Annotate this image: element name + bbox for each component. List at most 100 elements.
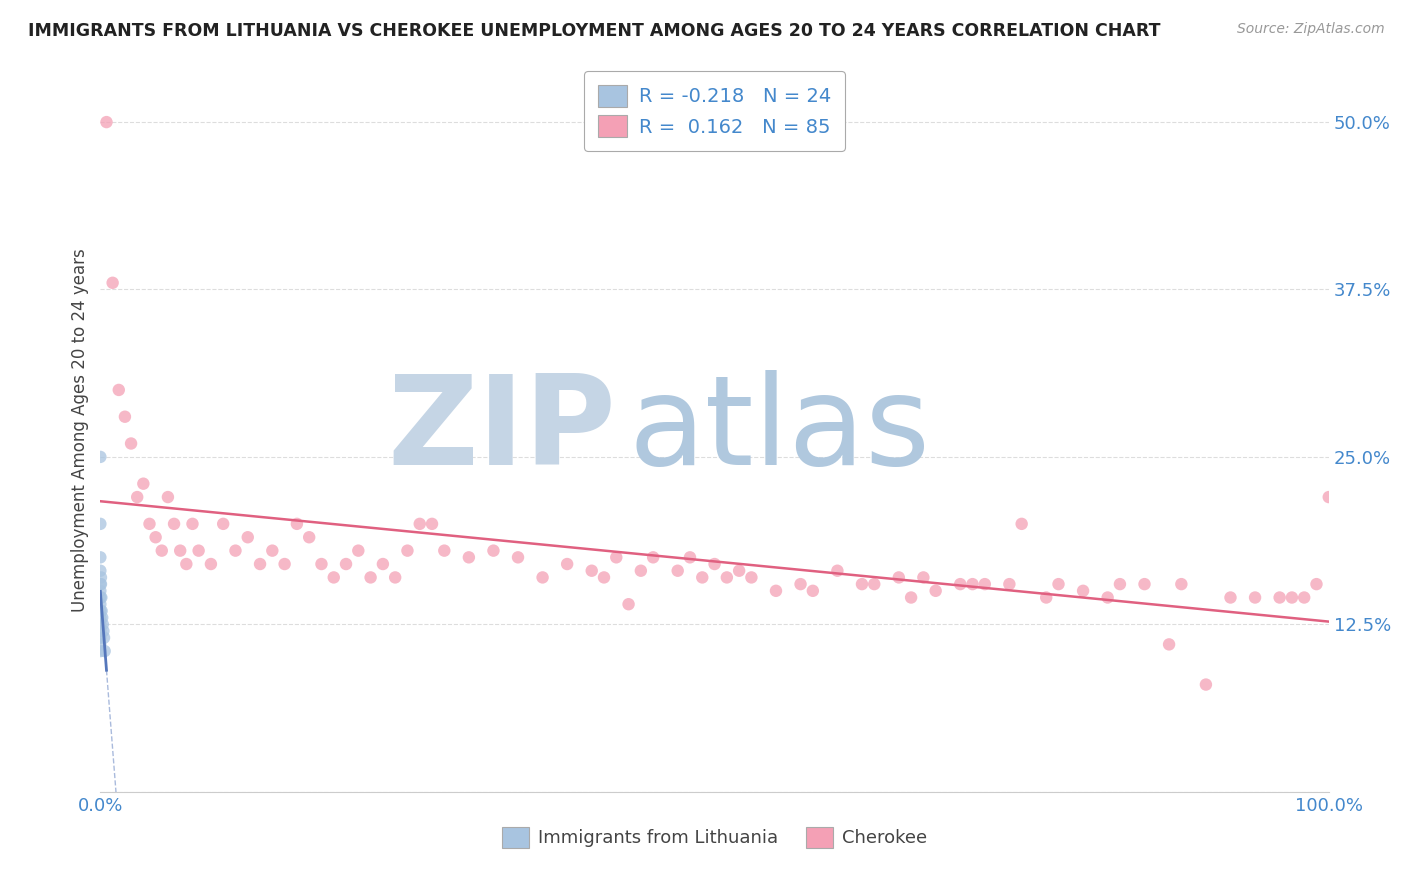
Point	[1244, 591, 1267, 605]
Y-axis label: Unemployment Among Ages 20 to 24 years: Unemployment Among Ages 20 to 24 years	[72, 248, 89, 612]
Point	[138, 516, 160, 531]
Point	[187, 543, 209, 558]
Point	[728, 564, 751, 578]
Point	[169, 543, 191, 558]
Point	[360, 570, 382, 584]
Text: Source: ZipAtlas.com: Source: ZipAtlas.com	[1237, 22, 1385, 37]
Point	[617, 597, 640, 611]
Point	[262, 543, 284, 558]
Point	[89, 450, 111, 464]
Point	[384, 570, 406, 584]
Point	[998, 577, 1021, 591]
Point	[900, 591, 922, 605]
Point	[827, 564, 849, 578]
Point	[322, 570, 344, 584]
Point	[347, 543, 370, 558]
Point	[200, 557, 222, 571]
Point	[120, 436, 142, 450]
Point	[91, 610, 114, 624]
Point	[212, 516, 235, 531]
Legend: Immigrants from Lithuania, Cherokee: Immigrants from Lithuania, Cherokee	[495, 820, 934, 855]
Point	[107, 383, 129, 397]
Point	[156, 490, 179, 504]
Point	[90, 570, 112, 584]
Point	[1268, 591, 1291, 605]
Point	[433, 543, 456, 558]
Point	[1219, 591, 1241, 605]
Point	[90, 591, 112, 605]
Point	[1170, 577, 1192, 591]
Point	[224, 543, 246, 558]
Point	[91, 617, 114, 632]
Point	[1317, 490, 1340, 504]
Point	[703, 557, 725, 571]
Point	[1109, 577, 1132, 591]
Point	[420, 516, 443, 531]
Point	[716, 570, 738, 584]
Text: ZIP: ZIP	[388, 369, 616, 491]
Point	[1011, 516, 1033, 531]
Point	[605, 550, 627, 565]
Point	[145, 530, 167, 544]
Point	[89, 516, 111, 531]
Point	[887, 570, 910, 584]
Point	[89, 591, 111, 605]
Point	[89, 577, 111, 591]
Point	[789, 577, 811, 591]
Point	[89, 610, 111, 624]
Point	[1097, 591, 1119, 605]
Point	[89, 644, 111, 658]
Point	[1035, 591, 1057, 605]
Point	[506, 550, 529, 565]
Point	[89, 564, 111, 578]
Point	[273, 557, 295, 571]
Point	[690, 570, 713, 584]
Point	[1305, 577, 1327, 591]
Point	[93, 644, 115, 658]
Point	[89, 583, 111, 598]
Point	[89, 550, 111, 565]
Point	[851, 577, 873, 591]
Point	[593, 570, 616, 584]
Point	[962, 577, 984, 591]
Point	[163, 516, 186, 531]
Point	[127, 490, 149, 504]
Point	[93, 631, 115, 645]
Point	[1281, 591, 1303, 605]
Point	[335, 557, 357, 571]
Point	[176, 557, 198, 571]
Point	[973, 577, 995, 591]
Point	[298, 530, 321, 544]
Point	[1133, 577, 1156, 591]
Point	[1157, 637, 1180, 651]
Point	[311, 557, 333, 571]
Point	[1047, 577, 1070, 591]
Point	[482, 543, 505, 558]
Point	[150, 543, 173, 558]
Point	[90, 577, 112, 591]
Point	[89, 637, 111, 651]
Point	[1071, 583, 1094, 598]
Point	[89, 597, 111, 611]
Point	[1195, 677, 1218, 691]
Point	[679, 550, 702, 565]
Point	[457, 550, 479, 565]
Point	[236, 530, 259, 544]
Point	[863, 577, 886, 591]
Point	[101, 276, 124, 290]
Point	[132, 476, 155, 491]
Point	[96, 115, 118, 129]
Point	[949, 577, 972, 591]
Point	[89, 631, 111, 645]
Point	[396, 543, 419, 558]
Point	[765, 583, 787, 598]
Point	[630, 564, 652, 578]
Point	[409, 516, 432, 531]
Point	[555, 557, 578, 571]
Point	[114, 409, 136, 424]
Text: IMMIGRANTS FROM LITHUANIA VS CHEROKEE UNEMPLOYMENT AMONG AGES 20 TO 24 YEARS COR: IMMIGRANTS FROM LITHUANIA VS CHEROKEE UN…	[28, 22, 1160, 40]
Point	[740, 570, 762, 584]
Point	[1294, 591, 1316, 605]
Point	[249, 557, 271, 571]
Text: atlas: atlas	[628, 369, 931, 491]
